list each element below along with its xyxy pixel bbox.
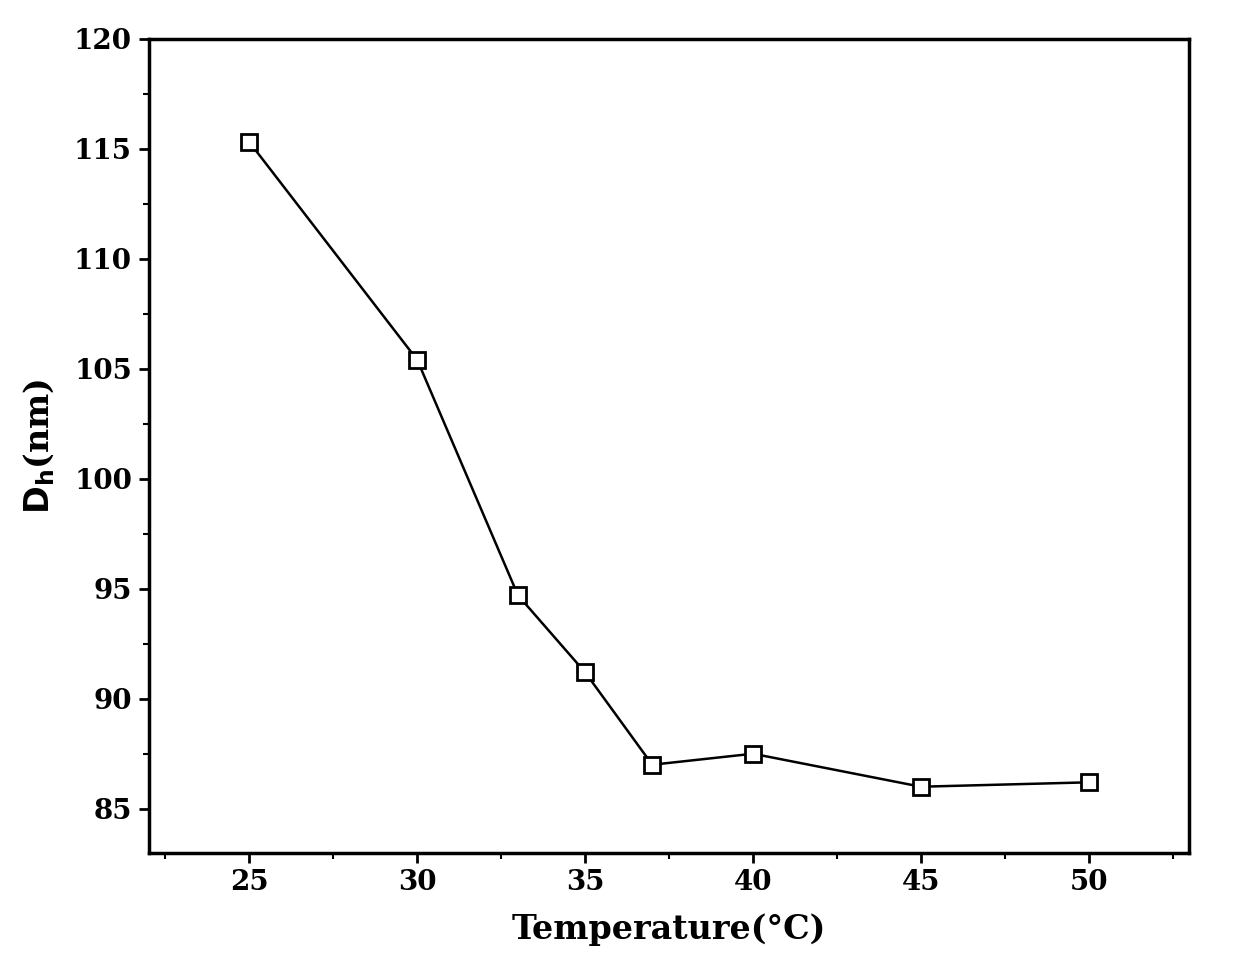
X-axis label: Temperature(°C): Temperature(°C) — [512, 913, 826, 946]
Y-axis label: $\mathbf{D_h}$(nm): $\mathbf{D_h}$(nm) — [22, 378, 57, 514]
